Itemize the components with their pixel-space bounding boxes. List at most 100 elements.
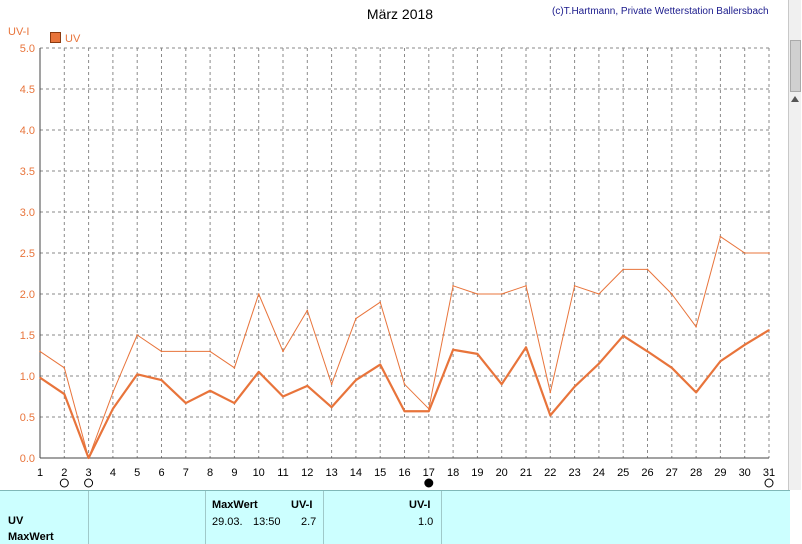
maxwert-value: 2.7 — [301, 516, 317, 528]
data-point-mean — [185, 402, 187, 404]
moon-full-icon — [59, 478, 69, 488]
data-point-max — [743, 252, 746, 254]
panel-empty-cell — [88, 491, 206, 544]
y-tick-label: 4.5 — [20, 84, 35, 96]
data-point-mean — [428, 410, 430, 413]
data-point-mean — [355, 379, 357, 381]
x-tick-label: 6 — [158, 467, 164, 479]
data-point-max — [233, 367, 236, 369]
x-tick-label: 20 — [496, 467, 508, 479]
y-tick-label: 2.0 — [20, 289, 35, 301]
data-point-mean — [573, 385, 576, 388]
x-tick-label: 2 — [61, 467, 67, 479]
x-tick-label: 24 — [593, 467, 605, 479]
data-point-mean — [695, 391, 697, 394]
x-tick-label: 1 — [37, 467, 43, 479]
x-tick-label: 30 — [739, 467, 751, 479]
data-point-max — [768, 252, 770, 254]
data-point-max — [525, 285, 527, 287]
uvi-header-1: UV-I — [291, 499, 313, 511]
data-point-max — [573, 285, 576, 287]
data-point-max — [646, 268, 649, 271]
data-point-mean — [743, 344, 746, 346]
x-tick-label: 27 — [666, 467, 678, 479]
data-point-mean — [306, 385, 309, 387]
data-point-mean — [525, 346, 527, 349]
data-point-max — [452, 285, 454, 287]
maxwert-time: 13:50 — [253, 516, 281, 528]
series-line-max — [39, 236, 769, 459]
credit-text: (c)T.Hartmann, Private Wetterstation Bal… — [552, 6, 769, 17]
data-point-mean — [209, 389, 211, 392]
x-tick-label: 19 — [471, 467, 483, 479]
data-point-max — [719, 235, 722, 238]
data-point-mean — [330, 406, 333, 408]
moon-full-icon — [764, 478, 774, 488]
chart-title: März 2018 — [366, 6, 434, 22]
x-tick-label: 26 — [641, 467, 653, 479]
y-tick-label: 1.0 — [20, 371, 35, 383]
x-tick-label: 21 — [520, 467, 532, 479]
x-tick-label: 9 — [231, 467, 237, 479]
x-tick-label: 16 — [398, 467, 410, 479]
scrollbar-thumb[interactable] — [790, 40, 801, 92]
x-tick-label: 28 — [690, 467, 702, 479]
x-tick-label: 3 — [86, 467, 92, 479]
x-tick-label: 14 — [350, 467, 362, 479]
y-tick-label: 3.0 — [20, 207, 35, 219]
x-tick-label: 13 — [325, 467, 337, 479]
data-point-max — [39, 350, 41, 353]
data-point-max — [622, 268, 624, 271]
vertical-scrollbar[interactable] — [788, 0, 801, 490]
data-point-mean — [160, 379, 163, 381]
x-tick-label: 31 — [763, 467, 775, 479]
y-tick-label: 0.0 — [20, 453, 35, 465]
y-tick-label: 2.5 — [20, 248, 35, 260]
data-point-max — [136, 334, 138, 336]
data-point-max — [330, 383, 333, 386]
moon-new-icon — [424, 478, 434, 488]
maxwert-header: MaxWert — [212, 499, 258, 511]
data-point-mean — [282, 395, 284, 398]
row-label-uv: UV — [8, 515, 24, 527]
legend-label: UV — [65, 33, 81, 45]
moon-full-icon — [84, 478, 94, 488]
summary-panel: UV MaxWert MaxWert UV-I 29.03. 13:50 2.7… — [0, 490, 790, 544]
data-point-mean — [379, 363, 382, 366]
data-point-max — [306, 309, 309, 312]
legend: UV — [50, 32, 80, 45]
panel-uvi-cell: UV-I 1.0 — [323, 491, 442, 544]
maxwert-date: 29.03. — [212, 516, 243, 528]
data-point-max — [160, 350, 163, 353]
data-point-mean — [63, 393, 66, 395]
data-point-max — [379, 301, 382, 304]
data-point-mean — [136, 373, 138, 376]
data-point-max — [282, 350, 284, 353]
data-point-mean — [719, 360, 722, 363]
data-point-max — [209, 350, 211, 353]
data-point-max — [549, 391, 552, 394]
x-tick-label: 12 — [301, 467, 313, 479]
y-tick-label: 3.5 — [20, 166, 35, 178]
x-tick-label: 4 — [110, 467, 116, 479]
y-tick-label: 5.0 — [20, 43, 35, 55]
data-point-mean — [257, 371, 260, 373]
data-point-mean — [403, 410, 406, 413]
data-point-max — [112, 391, 114, 394]
data-point-max — [598, 293, 600, 295]
x-tick-label: 10 — [253, 467, 265, 479]
data-point-mean — [476, 353, 479, 355]
data-point-max — [355, 317, 357, 320]
data-point-mean — [233, 402, 236, 404]
data-point-max — [695, 326, 697, 328]
y-tick-label: 1.5 — [20, 330, 35, 342]
y-axis-label: UV-I — [8, 26, 30, 38]
data-point-mean — [646, 350, 649, 353]
x-tick-label: 15 — [374, 467, 386, 479]
scroll-up-arrow-icon[interactable] — [791, 96, 799, 102]
uvi-value: 1.0 — [418, 516, 434, 528]
data-point-mean — [452, 348, 454, 351]
data-point-max — [500, 293, 503, 295]
data-point-mean — [598, 362, 600, 365]
data-point-mean — [112, 408, 114, 410]
